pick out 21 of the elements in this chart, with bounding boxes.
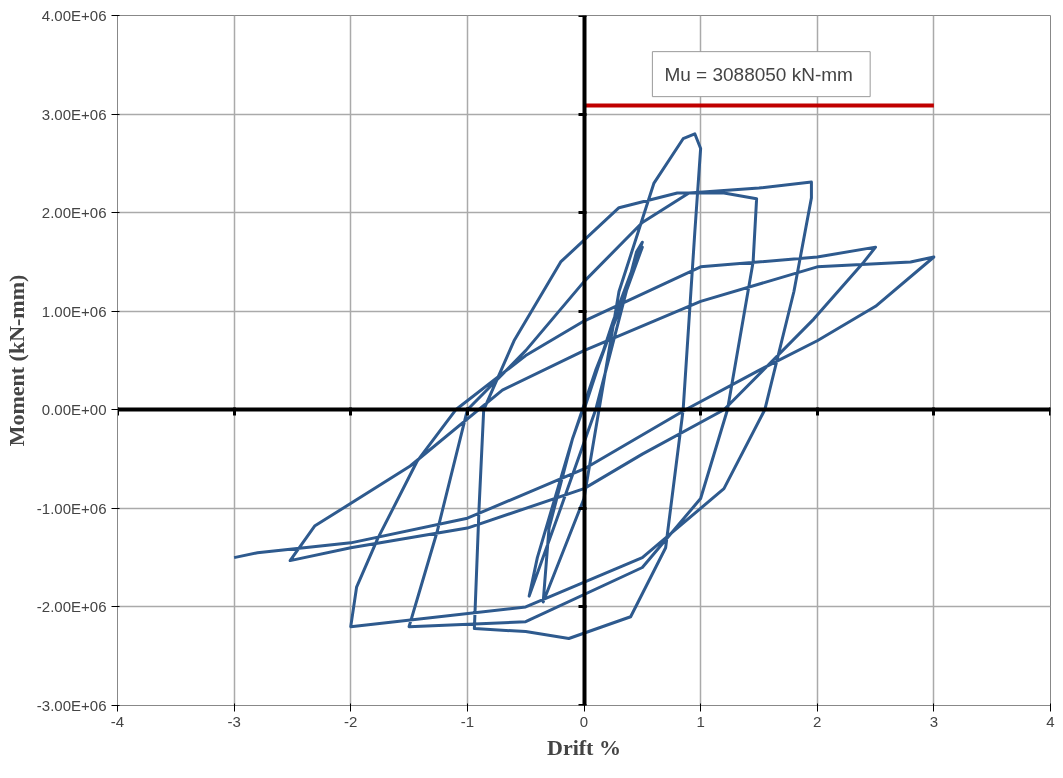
x-tick-label: 4: [1046, 712, 1055, 730]
x-tick-label: -1: [460, 712, 475, 730]
x-tick-label: 3: [929, 712, 939, 730]
y-axis-title: Moment (kN-mm): [3, 274, 29, 447]
line-series: [232, 132, 936, 640]
y-tick-label: 0.00E+00: [41, 401, 107, 419]
annotation: Mu = 3088050 kN-mm: [664, 63, 853, 85]
x-tick-label: -3: [227, 712, 241, 730]
y-tick-label: 2.00E+06: [41, 204, 107, 222]
y-tick-label: -3.00E+06: [36, 697, 107, 714]
x-tick-label: 0: [579, 712, 589, 730]
y-tick-label: 1.00E+06: [41, 302, 107, 320]
x-tick-label: 1: [696, 712, 705, 730]
x-axis-title: Drift %: [547, 734, 621, 760]
x-tick-label: -2: [344, 712, 358, 730]
x-tick-label: 2: [813, 712, 822, 730]
y-tick-label: 4.00E+06: [41, 7, 107, 24]
y-tick-label: -1.00E+06: [36, 499, 107, 517]
x-tick-label: -4: [110, 712, 125, 730]
y-tick-label: 3.00E+06: [41, 105, 107, 123]
y-tick-label: -2.00E+06: [36, 598, 107, 616]
